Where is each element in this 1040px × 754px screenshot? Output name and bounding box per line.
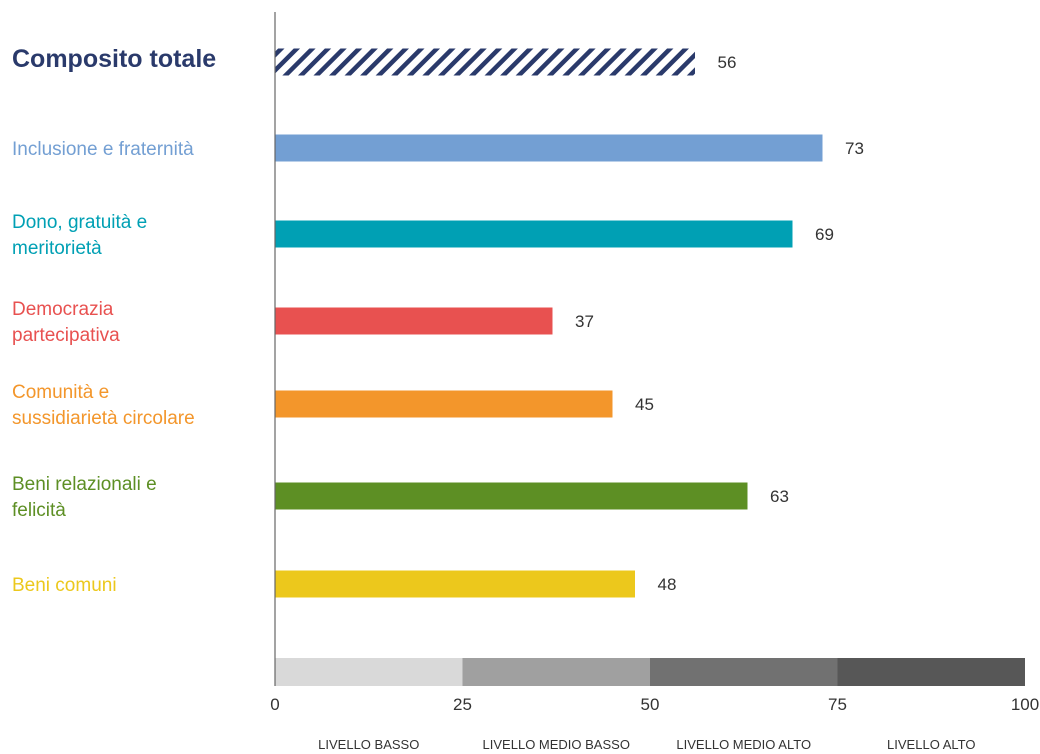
bar (275, 482, 748, 510)
data-label: 56 (718, 53, 737, 72)
category-label-line: Composito totale (12, 45, 216, 73)
category-label: Inclusione e fraternità (12, 139, 194, 160)
x-tick-label: 75 (828, 695, 847, 714)
category-label-line: Inclusione e fraternità (12, 139, 194, 160)
x-tick-label: 0 (270, 695, 279, 714)
category-label-line: Beni comuni (12, 575, 117, 596)
bar (275, 307, 553, 335)
x-tick-label: 50 (641, 695, 660, 714)
category-label-line: Beni relazionali e (12, 474, 157, 495)
level-label: LIVELLO BASSO (318, 737, 419, 752)
category-label-line: Comunità e (12, 382, 109, 403)
level-band-3 (650, 658, 838, 686)
data-label: 45 (635, 395, 654, 414)
level-band-1 (275, 658, 463, 686)
category-label: Beni comuni (12, 575, 117, 596)
category-label-line: meritorietà (12, 238, 102, 259)
bar (275, 390, 613, 418)
category-label-line: felicità (12, 500, 66, 521)
level-label: LIVELLO ALTO (887, 737, 975, 752)
bar (275, 570, 635, 598)
category-label-line: sussidiarietà circolare (12, 408, 195, 429)
bar-composito-totale (275, 48, 695, 76)
category-label-line: Democrazia (12, 299, 114, 320)
data-label: 63 (770, 487, 789, 506)
category-label-line: Dono, gratuità e (12, 212, 147, 233)
category-label: Beni relazionali e felicità (12, 474, 157, 521)
level-label: LIVELLO MEDIO ALTO (676, 737, 811, 752)
data-label: 37 (575, 312, 594, 331)
bar (275, 220, 793, 248)
data-label: 73 (845, 139, 864, 158)
level-band-4 (837, 658, 1025, 686)
category-label: Composito totale (12, 45, 216, 73)
bar (275, 134, 823, 162)
category-label-line: partecipativa (12, 325, 120, 346)
category-label: Comunità e sussidiarietà circolare (12, 382, 195, 429)
category-label: Dono, gratuità e meritorietà (12, 212, 147, 259)
level-label: LIVELLO MEDIO BASSO (483, 737, 630, 752)
x-tick-label: 25 (453, 695, 472, 714)
category-label: Democrazia partecipativa (12, 299, 120, 346)
data-label: 69 (815, 225, 834, 244)
x-tick-label: 100 (1011, 695, 1039, 714)
data-label: 48 (658, 575, 677, 594)
level-band-2 (462, 658, 650, 686)
